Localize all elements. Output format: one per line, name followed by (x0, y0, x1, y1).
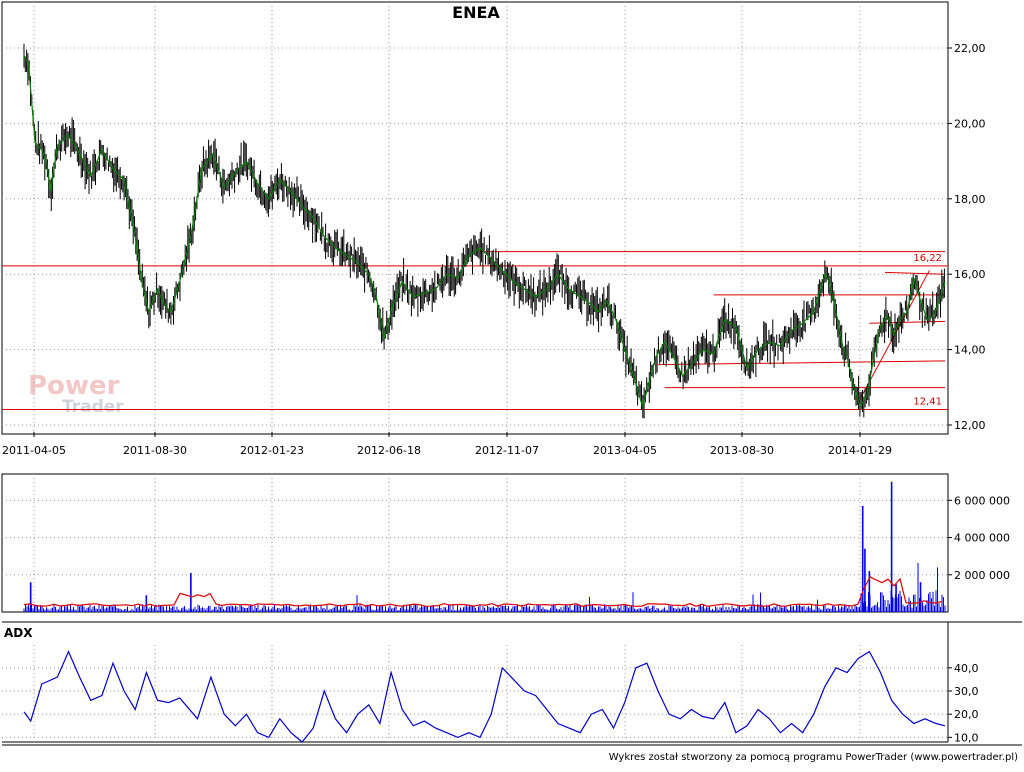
watermark-line1: Power (28, 371, 120, 401)
watermark-line2: Trader (62, 397, 124, 417)
volume-frame (1, 473, 949, 613)
date-tick-label: 2011-04-05 (2, 444, 66, 457)
trend-line (658, 360, 946, 366)
price-tick-label: 20,00 (954, 117, 986, 130)
adx-line (23, 650, 946, 743)
volume-grid (1, 473, 949, 613)
level-label: 12,41 (913, 397, 942, 408)
volume-tick-label: 4 000 000 (954, 532, 1010, 545)
adx-tick-label: 10,0 (954, 731, 979, 744)
date-tick-label: 2012-06-18 (357, 444, 421, 457)
price-ma-line (23, 55, 946, 409)
chart-title: ENEA (452, 3, 500, 22)
price-axis: 22,00 20,00 18,00 16,00 14,00 12,00 2011-04-05… (2, 42, 985, 457)
date-tick-label: 2014-01-29 (828, 444, 892, 457)
price-series (23, 43, 946, 419)
volume-ma-line (23, 576, 943, 608)
date-tick-label: 2012-01-23 (240, 444, 304, 457)
footer-credit: Wykres został stworzony za pomocą progra… (609, 752, 1018, 763)
volume-bars (23, 481, 946, 612)
adx-tick-label: 30,0 (954, 685, 979, 698)
powertrader-watermark: Power Trader (28, 371, 124, 417)
adx-series (23, 650, 946, 743)
price-tick-label: 12,00 (954, 419, 986, 432)
date-tick-label: 2011-08-30 (123, 444, 187, 457)
price-tick-label: 22,00 (954, 42, 986, 55)
price-levels: 16,22 12,41 (2, 251, 948, 411)
price-grid (1, 1, 949, 435)
date-tick-label: 2012-11-07 (475, 444, 539, 457)
date-tick-label: 2013-04-05 (593, 444, 657, 457)
adx-axis: 40,0 30,0 20,0 10,0 (948, 662, 979, 744)
price-tick-label: 14,00 (954, 344, 986, 357)
adx-label: ADX (4, 626, 33, 640)
volume-axis: 6 000 000 4 000 000 2 000 000 (948, 494, 1010, 582)
adx-tick-label: 40,0 (954, 662, 979, 675)
price-tick-label: 18,00 (954, 193, 986, 206)
trend-line (884, 271, 946, 275)
price-tick-label: 16,00 (954, 268, 986, 281)
price-frame (1, 1, 949, 435)
level-label: 16,22 (913, 253, 942, 264)
adx-tick-label: 20,0 (954, 708, 979, 721)
date-tick-label: 2013-08-30 (710, 444, 774, 457)
volume-tick-label: 2 000 000 (954, 569, 1010, 582)
volume-tick-label: 6 000 000 (954, 494, 1010, 507)
adx-grid (2, 621, 1022, 746)
